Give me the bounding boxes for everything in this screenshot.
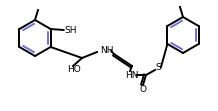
Text: NH: NH bbox=[100, 46, 114, 55]
Text: S: S bbox=[155, 62, 161, 71]
Text: HO: HO bbox=[67, 64, 81, 73]
Text: O: O bbox=[140, 84, 146, 93]
Text: HN: HN bbox=[125, 70, 138, 79]
Text: SH: SH bbox=[65, 26, 77, 35]
